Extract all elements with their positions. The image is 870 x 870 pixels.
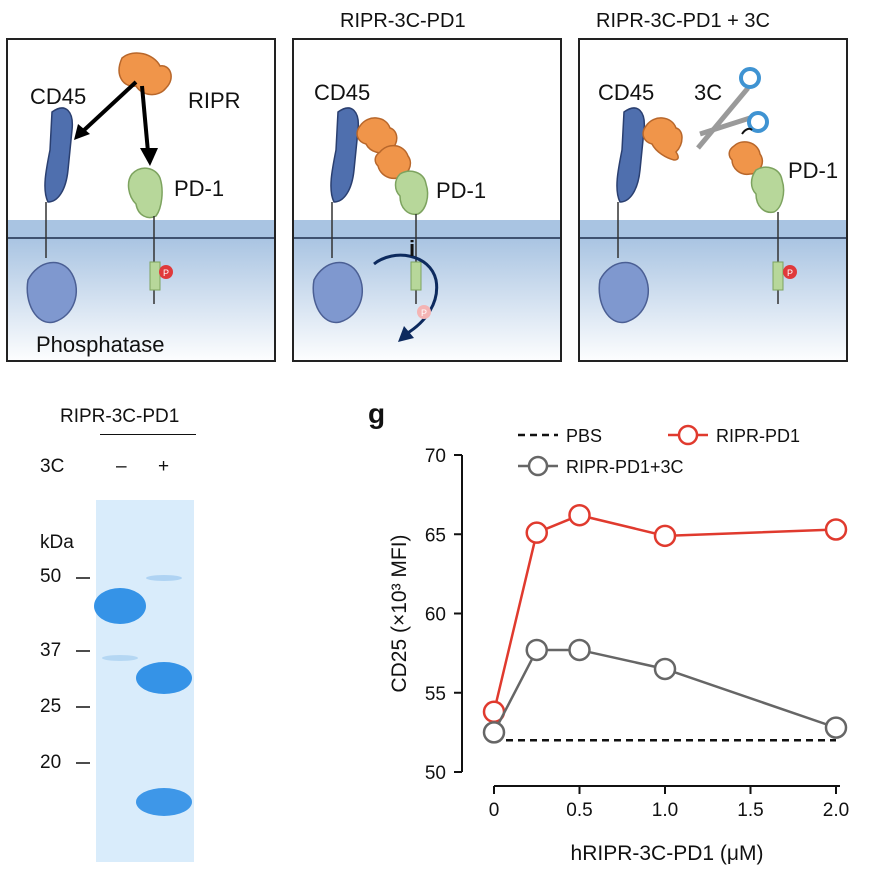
x-tick-label-2.0: 2.0 bbox=[823, 800, 849, 821]
gel-sample-bracket bbox=[100, 434, 196, 435]
series-0-point-1 bbox=[525, 521, 548, 544]
inhibition-mark: i bbox=[409, 236, 415, 261]
phosphatase-domain bbox=[312, 261, 363, 324]
schematic-panel-baseline: P CD45 RIPR PD-1 Phosphatase bbox=[6, 38, 276, 362]
gel-lane-plus: + bbox=[158, 456, 170, 477]
panel3-illustration: P bbox=[580, 67, 846, 360]
phosphatase-label: Phosphatase bbox=[36, 332, 165, 357]
band-lane1-full-length bbox=[94, 588, 146, 624]
band-lane1-faint bbox=[102, 655, 138, 661]
ripr-fragment-bound bbox=[642, 117, 683, 161]
y-tick-label-70: 70 bbox=[425, 446, 446, 467]
arrow-to-pd1 bbox=[140, 85, 150, 153]
chart-legend: PBS RIPR-PD1 RIPR-PD1+3C bbox=[518, 424, 800, 477]
panel-letter-g: g bbox=[368, 398, 386, 429]
x-tick-label-1.5: 1.5 bbox=[737, 800, 763, 821]
pd1-label: PD-1 bbox=[174, 176, 225, 201]
pd1-itim bbox=[410, 261, 422, 291]
series-0-point-4 bbox=[824, 518, 848, 541]
series-1-point-2 bbox=[568, 638, 591, 662]
phospho-marker bbox=[783, 265, 797, 279]
cd25-line-chart: PBS RIPR-PD1 RIPR-PD1+3C 50 55 60 65 70 0 0.5 1.0… bbox=[388, 424, 849, 865]
phospho-marker-removed bbox=[417, 305, 431, 319]
gel-image bbox=[76, 500, 194, 862]
x-tick-label-1.0: 1.0 bbox=[652, 800, 678, 821]
cd45-protein bbox=[44, 107, 74, 203]
phospho-marker bbox=[159, 265, 173, 279]
pd1-label: PD-1 bbox=[436, 178, 487, 203]
band-lane2-faint bbox=[146, 575, 182, 581]
phospho-label: P bbox=[421, 308, 427, 318]
pd1-label: PD-1 bbox=[788, 158, 839, 183]
scissors-icon bbox=[696, 67, 769, 150]
panel1-illustration: P bbox=[8, 52, 274, 360]
panel2-illustration: P i bbox=[294, 107, 560, 360]
y-tick-label-65: 65 bbox=[425, 525, 446, 546]
series-1-point-4 bbox=[824, 716, 848, 739]
band-lane2-cleaved-upper bbox=[136, 662, 192, 694]
phospho-label: P bbox=[163, 268, 169, 278]
pd1-protein bbox=[127, 167, 163, 219]
chart-axes: 50 55 60 65 70 0 0.5 1.0 1.5 2.0 hRIPR-3C-PD1 (μM)… bbox=[388, 446, 849, 865]
gel-kda-label: kDa bbox=[40, 532, 74, 553]
series-1-point-3 bbox=[653, 657, 677, 681]
series-0-point-3 bbox=[653, 524, 677, 548]
pd1-protein bbox=[394, 170, 429, 216]
dephosphorylation-arrow bbox=[373, 253, 439, 336]
phosphatase-domain bbox=[598, 261, 649, 324]
series-1-point-1 bbox=[525, 638, 548, 662]
y-axis-label: CD25 (×10³ MFI) bbox=[388, 534, 411, 692]
ripr-label: RIPR bbox=[188, 88, 241, 113]
chart-plot-area bbox=[482, 503, 848, 744]
phospho-label: P bbox=[787, 268, 793, 278]
membrane bbox=[580, 220, 846, 238]
gel-lane-minus: – bbox=[116, 456, 127, 477]
pd1-itim bbox=[772, 261, 784, 291]
cd45-label: CD45 bbox=[314, 80, 371, 105]
pd1-itim bbox=[149, 261, 161, 291]
x-tick-label-0.5: 0.5 bbox=[566, 800, 592, 821]
gel-3c-row-label: 3C bbox=[40, 456, 65, 477]
band-lane2-cleaved-lower bbox=[136, 788, 192, 816]
schematic-panel-ripr-3c-pd1: P i CD45 PD-1 bbox=[292, 38, 562, 362]
cd45-protein bbox=[616, 107, 646, 203]
cd45-label: CD45 bbox=[598, 80, 655, 105]
gel-marker-37: 37 bbox=[40, 640, 62, 661]
series-0-point-2 bbox=[568, 503, 591, 527]
panel3-title: RIPR-3C-PD1 + 3C bbox=[596, 10, 770, 32]
legend-swatch-marker-2 bbox=[527, 455, 549, 477]
pd1-protein bbox=[750, 166, 785, 214]
legend-swatch-marker-1 bbox=[677, 424, 699, 446]
gel-sample-label: RIPR-3C-PD1 bbox=[60, 406, 180, 427]
legend-label-0: PBS bbox=[566, 426, 602, 446]
series-1-point-0 bbox=[482, 721, 506, 744]
cd45-protein bbox=[330, 107, 360, 203]
legend-label-2: RIPR-PD1+3C bbox=[566, 457, 684, 477]
gel-marker-20: 20 bbox=[40, 752, 62, 773]
membrane bbox=[8, 220, 274, 238]
gel-marker-50: 50 bbox=[40, 566, 62, 587]
x-axis-label: hRIPR-3C-PD1 (μM) bbox=[571, 842, 764, 865]
three-c-label: 3C bbox=[694, 80, 723, 105]
gel-marker-25: 25 bbox=[40, 696, 62, 717]
phosphatase-domain bbox=[26, 261, 77, 324]
y-tick-label-50: 50 bbox=[425, 763, 446, 784]
cd45-label: CD45 bbox=[30, 84, 87, 109]
ripr-fragment-released bbox=[728, 141, 764, 176]
schematic-panel-ripr-3c-pd1-plus-3c: P CD45 3C PD-1 bbox=[578, 38, 848, 362]
arrow-to-cd45 bbox=[80, 80, 138, 134]
y-tick-label-60: 60 bbox=[425, 605, 446, 626]
legend-label-1: RIPR-PD1 bbox=[716, 426, 800, 446]
y-tick-label-55: 55 bbox=[425, 684, 446, 705]
membrane bbox=[294, 220, 560, 238]
x-tick-label-0: 0 bbox=[489, 800, 500, 821]
panel2-title: RIPR-3C-PD1 bbox=[340, 10, 466, 32]
